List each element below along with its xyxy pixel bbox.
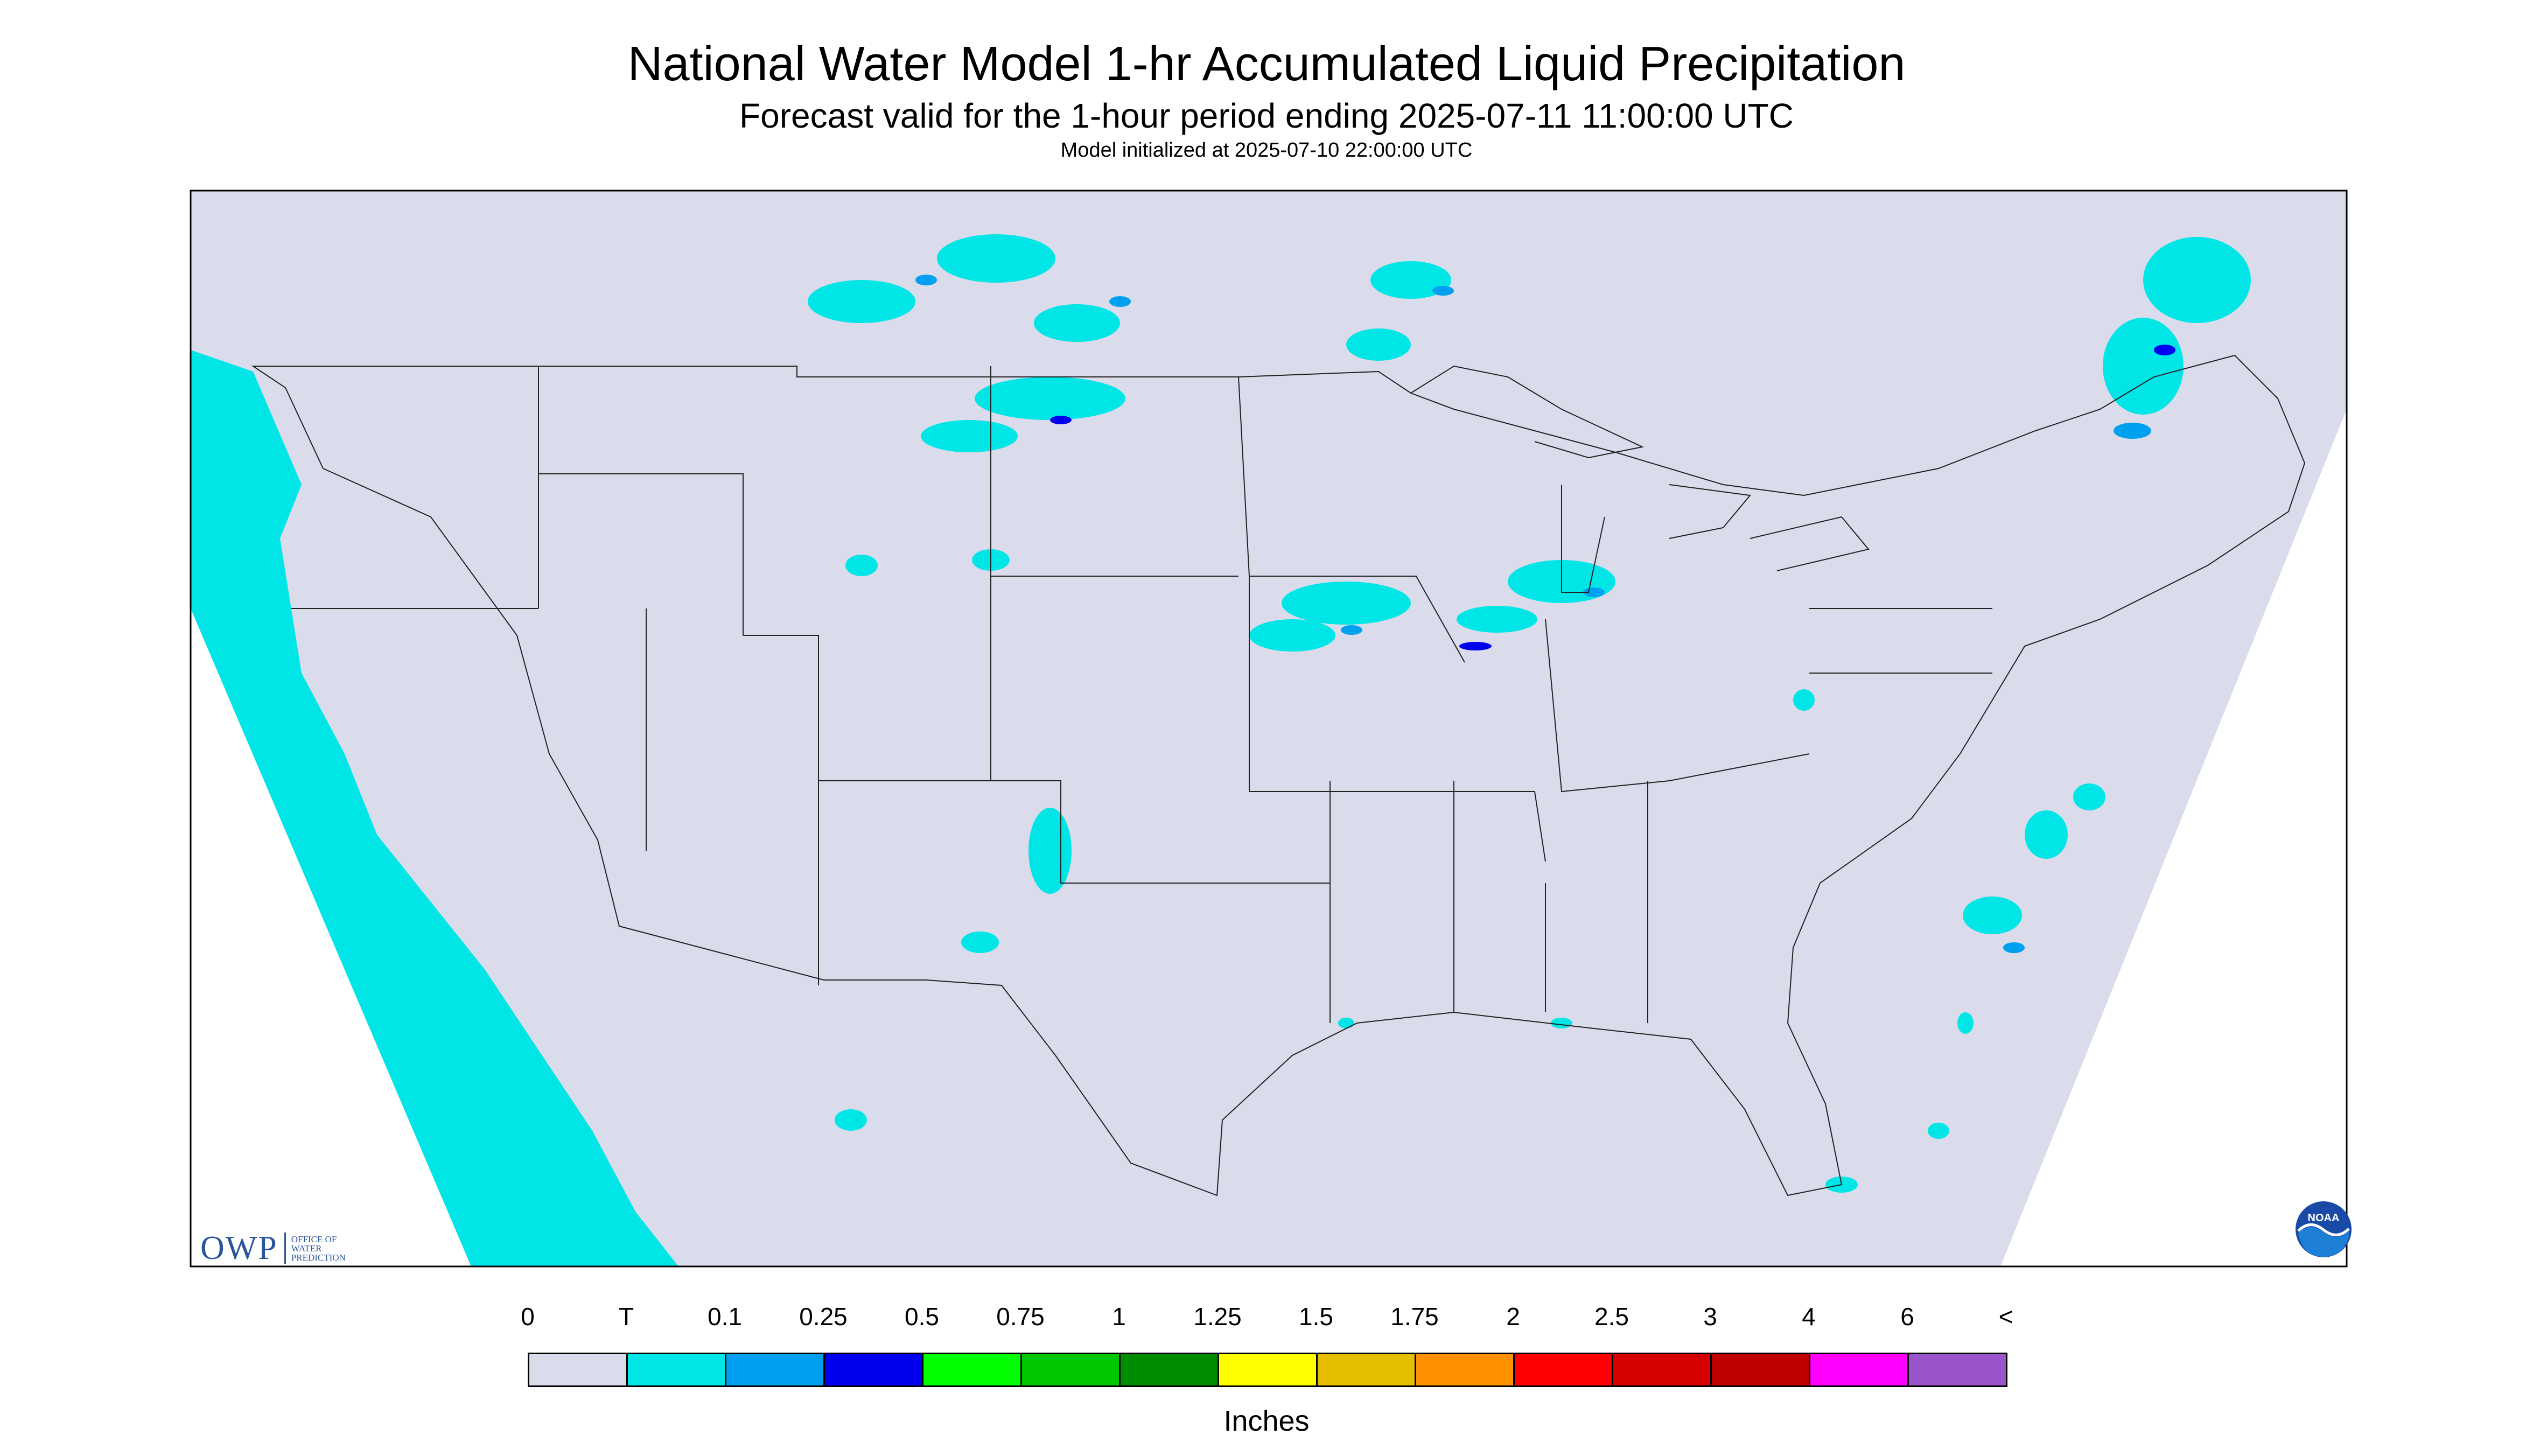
map-frame [190, 190, 2348, 1268]
precipitation-patch [1928, 1123, 1949, 1139]
precipitation-patch [2073, 783, 2105, 810]
legend-swatch [1415, 1353, 1515, 1387]
legend-swatch [725, 1353, 825, 1387]
precipitation-patch [1341, 625, 1362, 635]
precipitation-patch [1432, 286, 1454, 296]
precipitation-patch [1457, 606, 1537, 633]
model-init-subtitle: Model initialized at 2025-07-10 22:00:00… [1060, 139, 1473, 162]
precipitation-patch [1963, 897, 2022, 934]
precipitation-patch [2143, 237, 2251, 323]
precipitation-patch [1282, 582, 1411, 625]
ocean-precip-west [191, 350, 678, 1266]
legend-tick-labels: 0 T 0.1 0.25 0.5 0.75 1 1.25 1.5 1.75 2 2.5 3 4 6 < [0, 1302, 2533, 1340]
precipitation-patch [1346, 328, 1411, 361]
precipitation-patch [1957, 1012, 1974, 1034]
precipitation-patch [915, 275, 937, 285]
legend-swatch [1907, 1353, 2007, 1387]
noaa-logo-icon: NOAA [2296, 1201, 2352, 1257]
precipitation-patch [1459, 642, 1492, 650]
legend-swatch [1809, 1353, 1909, 1387]
owp-logo-divider [284, 1233, 286, 1264]
precipitation-patch [2154, 345, 2175, 355]
legend-tick-label: 3 [1703, 1303, 1717, 1331]
legend-units-label: Inches [1223, 1405, 1310, 1437]
precipitation-patch [937, 234, 1055, 283]
precipitation-patch [2103, 318, 2184, 415]
legend-swatch [1612, 1353, 1712, 1387]
legend-tick-label: 2.5 [1594, 1303, 1629, 1331]
legend-tick-label: < [1998, 1303, 2013, 1331]
legend-tick-label: 4 [1802, 1303, 1816, 1331]
legend-tick-label: 1.5 [1299, 1303, 1333, 1331]
legend-swatch [823, 1353, 923, 1387]
precipitation-patch [1050, 416, 1072, 424]
legend-swatch [528, 1353, 628, 1387]
precipitation-patch [1249, 619, 1335, 652]
precipitation-patch [835, 1109, 867, 1131]
legend-swatch [1119, 1353, 1219, 1387]
precipitation-patch [1551, 1018, 1572, 1028]
precipitation-patch [1028, 808, 1072, 894]
legend-tick-label: 0.75 [996, 1303, 1045, 1331]
precipitation-patch [2025, 810, 2068, 859]
legend-tick-label: 1.75 [1390, 1303, 1439, 1331]
legend-tick-label: 2 [1506, 1303, 1520, 1331]
owp-logo: OWP OFFICE OF WATER PREDICTION [200, 1227, 346, 1270]
forecast-valid-subtitle: Forecast valid for the 1-hour period end… [739, 96, 1794, 135]
legend-swatch [626, 1353, 726, 1387]
precipitation-patch [1793, 689, 1815, 711]
precipitation-patch [2114, 423, 2151, 439]
precipitation-patch [845, 555, 878, 576]
legend-tick-label: T [618, 1303, 634, 1331]
legend-tick-label: 0 [521, 1303, 535, 1331]
legend-swatch [922, 1353, 1022, 1387]
precipitation-patch [808, 280, 915, 323]
noaa-logo-text: NOAA [2308, 1212, 2340, 1224]
legend-tick-label: 0.5 [905, 1303, 939, 1331]
precipitation-patch [1338, 1018, 1354, 1028]
legend-tick-label: 1.25 [1193, 1303, 1242, 1331]
legend-tick-label: 0.25 [799, 1303, 848, 1331]
legend-swatch [1710, 1353, 1810, 1387]
legend-swatch [1217, 1353, 1318, 1387]
precipitation-patch [1370, 261, 1451, 299]
precipitation-patch [1109, 296, 1131, 307]
precipitation-patch [2003, 942, 2025, 953]
legend-swatch [1513, 1353, 1613, 1387]
legend-swatch [1020, 1353, 1121, 1387]
owp-logo-mark: OWP [200, 1229, 278, 1266]
precipitation-patch [975, 377, 1125, 420]
legend-tick-label: 0.1 [708, 1303, 742, 1331]
precipitation-patch [1034, 304, 1120, 342]
legend-tick-label: 6 [1900, 1303, 1914, 1331]
precipitation-patch [921, 420, 1018, 452]
model-domain [191, 191, 2347, 1266]
precipitation-patch [961, 932, 999, 953]
page-title: National Water Model 1-hr Accumulated Li… [627, 37, 1906, 91]
legend-tick-label: 1 [1112, 1303, 1126, 1331]
legend-swatch [1316, 1353, 1416, 1387]
owp-logo-text: OFFICE OF WATER PREDICTION [291, 1234, 346, 1263]
state-borders [251, 354, 2306, 1196]
